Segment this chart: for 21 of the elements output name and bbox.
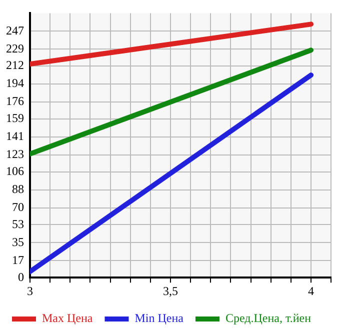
x-tick-label: 3	[27, 284, 33, 298]
x-tick-label: 4	[308, 284, 314, 298]
y-tick-label: 176	[6, 94, 24, 108]
y-tick-label: 194	[6, 76, 24, 90]
y-tick-label: 159	[6, 111, 24, 126]
y-tick-label: 123	[6, 147, 24, 162]
y-tick-label: 35	[12, 234, 24, 249]
y-tick-label: 212	[6, 58, 24, 72]
legend-label: Max Цена	[42, 311, 94, 326]
y-tick-label: 229	[6, 41, 24, 56]
y-tick-label: 88	[12, 182, 24, 196]
legend-label: Min Цена	[134, 311, 184, 326]
y-tick-label: 106	[6, 164, 24, 178]
y-tick-label: 53	[12, 216, 24, 231]
legend-label: Сред.Цена, т.йен	[225, 311, 312, 326]
x-tick-label: 3,5	[163, 284, 178, 298]
y-tick-label: 17	[12, 252, 24, 267]
y-tick-label: 247	[6, 23, 24, 38]
y-tick-label: 70	[12, 200, 24, 214]
y-tick-label: 141	[6, 129, 24, 144]
y-tick-label: 0	[18, 270, 24, 284]
